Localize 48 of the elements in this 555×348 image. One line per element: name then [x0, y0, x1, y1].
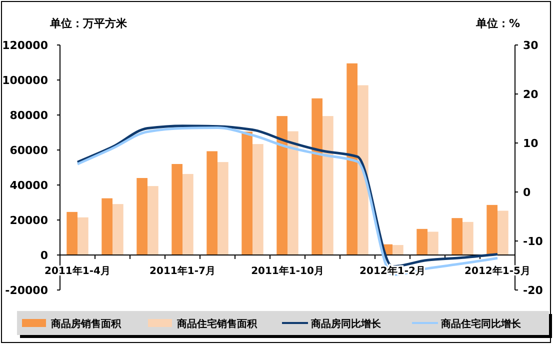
- y-tick-label: 100000: [2, 74, 48, 87]
- y-tick-label: 120000: [2, 39, 48, 52]
- y2-tick-label: 30: [523, 39, 539, 52]
- y-tick-label: -20000: [5, 284, 48, 297]
- bar: [136, 178, 148, 255]
- y2-tick-label: -10: [523, 235, 544, 248]
- y-tick-label: 60000: [10, 144, 48, 157]
- y-tick-label: 20000: [10, 214, 48, 227]
- bar: [172, 164, 182, 255]
- y-tick-label: 0: [40, 249, 48, 262]
- y2-tick-label: -20: [523, 284, 544, 297]
- bar: [452, 218, 462, 255]
- bar: [252, 144, 264, 255]
- bar: [462, 222, 474, 255]
- bar: [102, 198, 112, 255]
- bar: [428, 232, 438, 255]
- y-axis-title: 单位：万平方米: [49, 17, 128, 30]
- y-tick-label: 40000: [10, 179, 48, 192]
- legend-label: 商品住宅同比增长: [440, 318, 522, 330]
- y2-axis-title: 单位：%: [474, 17, 520, 30]
- bar: [416, 228, 428, 255]
- bar: [322, 116, 334, 255]
- bar: [392, 245, 404, 255]
- y2-tick-label: 0: [523, 186, 531, 199]
- x-tick-label: 2011年1-10月: [251, 265, 324, 277]
- bar: [218, 162, 228, 255]
- y-tick-label: 80000: [10, 109, 48, 122]
- legend-label: 商品房同比增长: [310, 318, 382, 330]
- bar: [288, 131, 298, 255]
- bar: [276, 116, 288, 255]
- bar: [242, 132, 252, 255]
- bar: [66, 212, 78, 255]
- bar: [346, 63, 358, 255]
- bar: [358, 85, 368, 255]
- y2-tick-label: 20: [523, 88, 539, 101]
- legend-label: 商品房销售面积: [50, 318, 122, 330]
- bar: [206, 151, 218, 255]
- legend-label: 商品住宅销售面积: [176, 318, 258, 330]
- bar: [182, 174, 194, 255]
- bar: [312, 98, 322, 255]
- bar: [112, 204, 124, 255]
- bar: [486, 204, 498, 255]
- bar: [498, 210, 508, 255]
- bar: [78, 217, 88, 255]
- x-tick-label: 2011年1-7月: [150, 265, 216, 277]
- x-tick-label: 2012年1-2月: [360, 265, 426, 277]
- y2-tick-label: 10: [523, 137, 539, 150]
- bar: [148, 186, 158, 255]
